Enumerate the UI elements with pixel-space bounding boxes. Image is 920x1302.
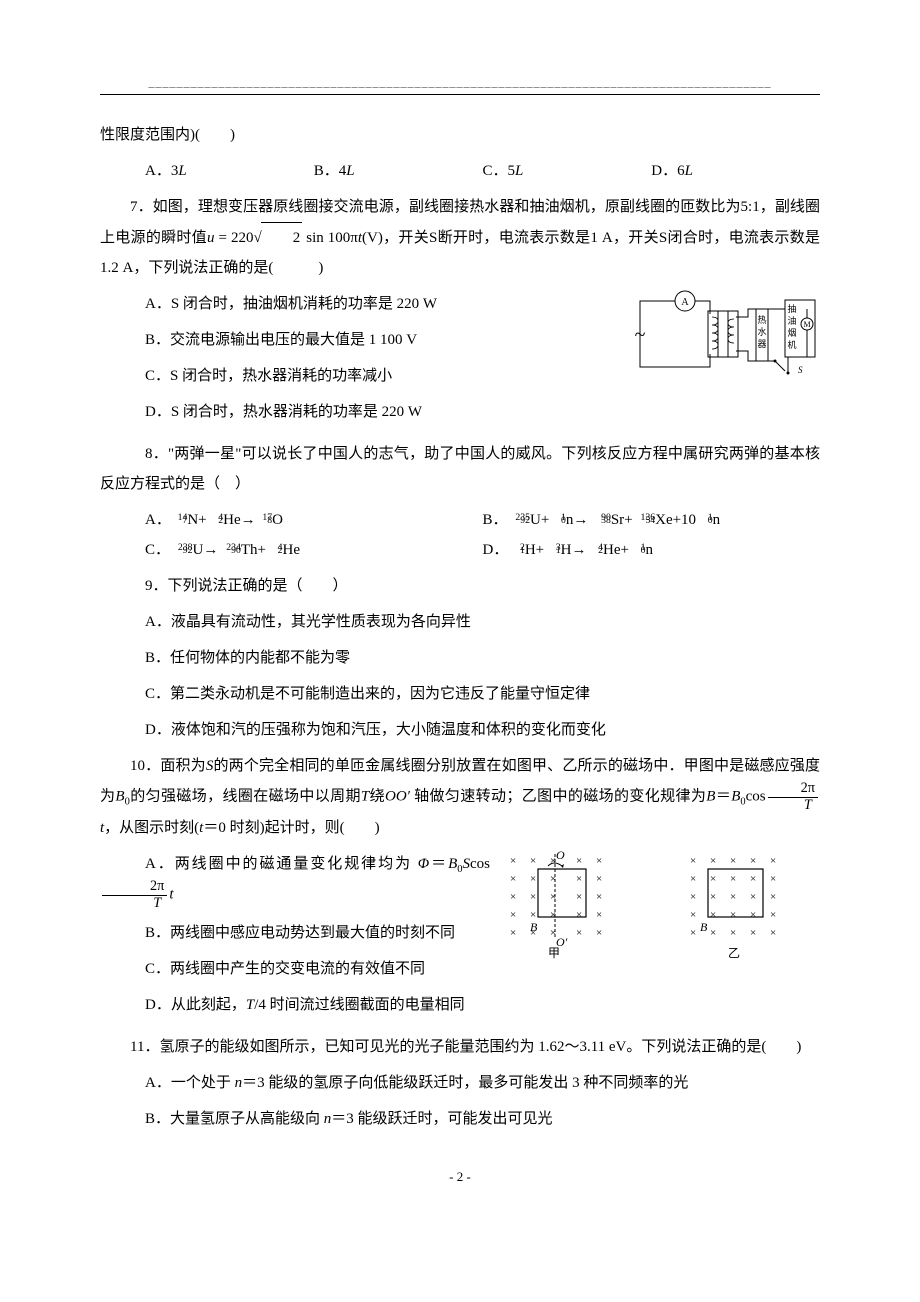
q6-opt-a: A．3L [145,156,314,186]
svg-text:×: × [750,927,756,939]
svg-text:×: × [770,927,776,939]
svg-text:S: S [798,365,803,375]
svg-text:×: × [690,927,696,939]
q9-stem: 9．下列说法正确的是（ ） [100,571,820,601]
svg-text:×: × [710,855,716,867]
svg-text:×: × [770,909,776,921]
svg-text:×: × [730,873,736,885]
svg-text:×: × [596,855,602,867]
q9-opt-b: B．任何物体的内能都不能为零 [100,643,820,673]
q8-opt-d: D．21H+31H→42He+10n [483,535,821,565]
svg-text:×: × [770,891,776,903]
q10-opt-d: D．从此刻起，T/4 时间流过线圈截面的电量相同 [100,990,820,1020]
svg-text:×: × [530,891,536,903]
svg-text:×: × [596,891,602,903]
q6-opt-d: D．6L [651,156,820,186]
svg-text:×: × [690,891,696,903]
svg-text:M: M [803,320,810,329]
svg-text:×: × [510,891,516,903]
q6-opt-c: C．5L [483,156,652,186]
q8-opt-a: A．147N+42He→178O [145,505,483,535]
svg-text:油: 油 [787,315,796,326]
svg-text:B: B [700,920,708,934]
svg-text:×: × [770,873,776,885]
q9-opt-c: C．第二类永动机是不可能制造出来的，因为它违反了能量守恒定律 [100,679,820,709]
q6-opt-b: B．4L [314,156,483,186]
q9-opt-a: A．液晶具有流动性，其光学性质表现为各向异性 [100,607,820,637]
svg-text:×: × [730,891,736,903]
svg-text:×: × [750,909,756,921]
header-rule: ________________________________________… [100,70,820,95]
q8-row2: C．23892U→23490Th+42He D．21H+31H→42He+10n [145,535,820,565]
q11-opt-b: B．大量氢原子从高能级向 n＝3 能级跃迁时，可能发出可见光 [100,1104,820,1134]
svg-text:×: × [750,855,756,867]
svg-text:烟: 烟 [787,327,796,338]
q10-stem: 10．面积为S的两个完全相同的单匝金属线圈分别放置在如图甲、乙所示的磁场中．甲图… [100,751,820,843]
svg-text:×: × [710,891,716,903]
svg-text:热: 热 [757,314,766,325]
svg-text:×: × [750,891,756,903]
q7-opt-d: D．S 闭合时，热水器消耗的功率是 220 W [100,397,820,427]
svg-text:机: 机 [787,339,796,350]
svg-text:×: × [730,855,736,867]
q7-figure: A ~ 热 水 器 S 抽 油 烟 机 M [630,289,820,379]
svg-text:×: × [576,909,582,921]
svg-text:O: O [556,849,565,862]
svg-text:×: × [576,855,582,867]
svg-text:×: × [510,855,516,867]
q7-stem: 7．如图，理想变压器原线圈接交流电源，副线圈接热水器和抽油烟机，原副线圈的匝数比… [100,192,820,283]
svg-text:×: × [730,909,736,921]
svg-text:×: × [510,909,516,921]
svg-text:×: × [690,855,696,867]
svg-text:×: × [576,927,582,939]
svg-text:×: × [576,891,582,903]
svg-text:×: × [576,873,582,885]
svg-text:×: × [710,873,716,885]
q8-opt-b: B．23592U+10n→9038Sr+13654Xe+1010n [483,505,821,535]
q8-row1: A．147N+42He→178O B．23592U+10n→9038Sr+136… [145,505,820,535]
q8-opt-c: C．23892U→23490Th+42He [145,535,483,565]
svg-text:抽: 抽 [787,303,796,314]
q6-options: A．3L B．4L C．5L D．6L [145,156,820,186]
svg-text:×: × [770,855,776,867]
svg-text:×: × [730,927,736,939]
svg-text:器: 器 [757,339,766,349]
svg-text:×: × [750,873,756,885]
svg-text:乙: 乙 [728,946,740,960]
svg-text:B: B [530,920,538,934]
svg-text:×: × [510,873,516,885]
svg-text:×: × [530,855,536,867]
q10-figure: ××××× ××××× ××××× ××××× ××××× O O′ B 甲 ×… [500,849,820,964]
svg-text:×: × [710,927,716,939]
svg-text:×: × [510,927,516,939]
q8-stem: 8．"两弹一星"可以说长了中国人的志气，助了中国人的威风。下列核反应方程中属研究… [100,439,820,499]
q6-tail: 性限度范围内)( ) [100,120,820,150]
svg-text:×: × [530,873,536,885]
svg-text:×: × [710,909,716,921]
svg-text:×: × [596,927,602,939]
fig10-field-jia: ××××× ××××× ××××× ××××× ××××× [510,855,602,939]
q11-stem: 11．氢原子的能级如图所示，已知可见光的光子能量范围约为 1.62～3.11 e… [100,1032,820,1062]
svg-text:×: × [690,873,696,885]
svg-text:甲: 甲 [548,946,560,960]
q11-opt-a: A．一个处于 n＝3 能级的氢原子向低能级跃迁时，最多可能发出 3 种不同频率的… [100,1068,820,1098]
svg-text:~: ~ [635,324,646,346]
fig7-ammeter-label: A [681,297,689,308]
svg-text:×: × [596,909,602,921]
page-number: - 2 - [100,1164,820,1190]
svg-text:水: 水 [757,326,766,337]
q9-opt-d: D．液体饱和汽的压强称为饱和汽压，大小随温度和体积的变化而变化 [100,715,820,745]
svg-text:×: × [690,909,696,921]
svg-text:×: × [596,873,602,885]
